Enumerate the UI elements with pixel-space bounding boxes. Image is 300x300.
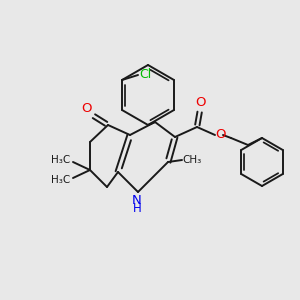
Text: H: H: [133, 202, 141, 215]
Text: O: O: [82, 103, 92, 116]
Text: N: N: [132, 194, 142, 208]
Text: O: O: [196, 97, 206, 110]
Text: O: O: [215, 128, 225, 140]
Text: H₃C: H₃C: [51, 155, 70, 165]
Text: H₃C: H₃C: [51, 175, 70, 185]
Text: Cl: Cl: [139, 68, 151, 80]
Text: CH₃: CH₃: [182, 155, 202, 165]
